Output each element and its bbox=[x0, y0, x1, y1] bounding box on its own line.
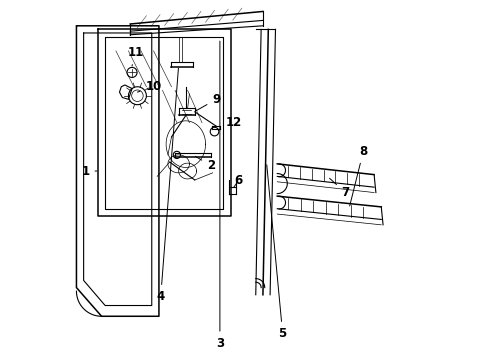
Text: 7: 7 bbox=[330, 178, 349, 199]
Text: 1: 1 bbox=[81, 165, 97, 177]
Text: 10: 10 bbox=[137, 80, 162, 93]
Text: 2: 2 bbox=[196, 156, 215, 172]
Text: 4: 4 bbox=[157, 68, 178, 303]
Text: 6: 6 bbox=[234, 174, 243, 187]
Text: 5: 5 bbox=[267, 165, 287, 340]
Text: 8: 8 bbox=[350, 145, 368, 206]
Text: 11: 11 bbox=[127, 46, 144, 66]
Text: 3: 3 bbox=[216, 41, 224, 350]
Text: 12: 12 bbox=[219, 116, 242, 130]
Text: 9: 9 bbox=[196, 93, 220, 111]
